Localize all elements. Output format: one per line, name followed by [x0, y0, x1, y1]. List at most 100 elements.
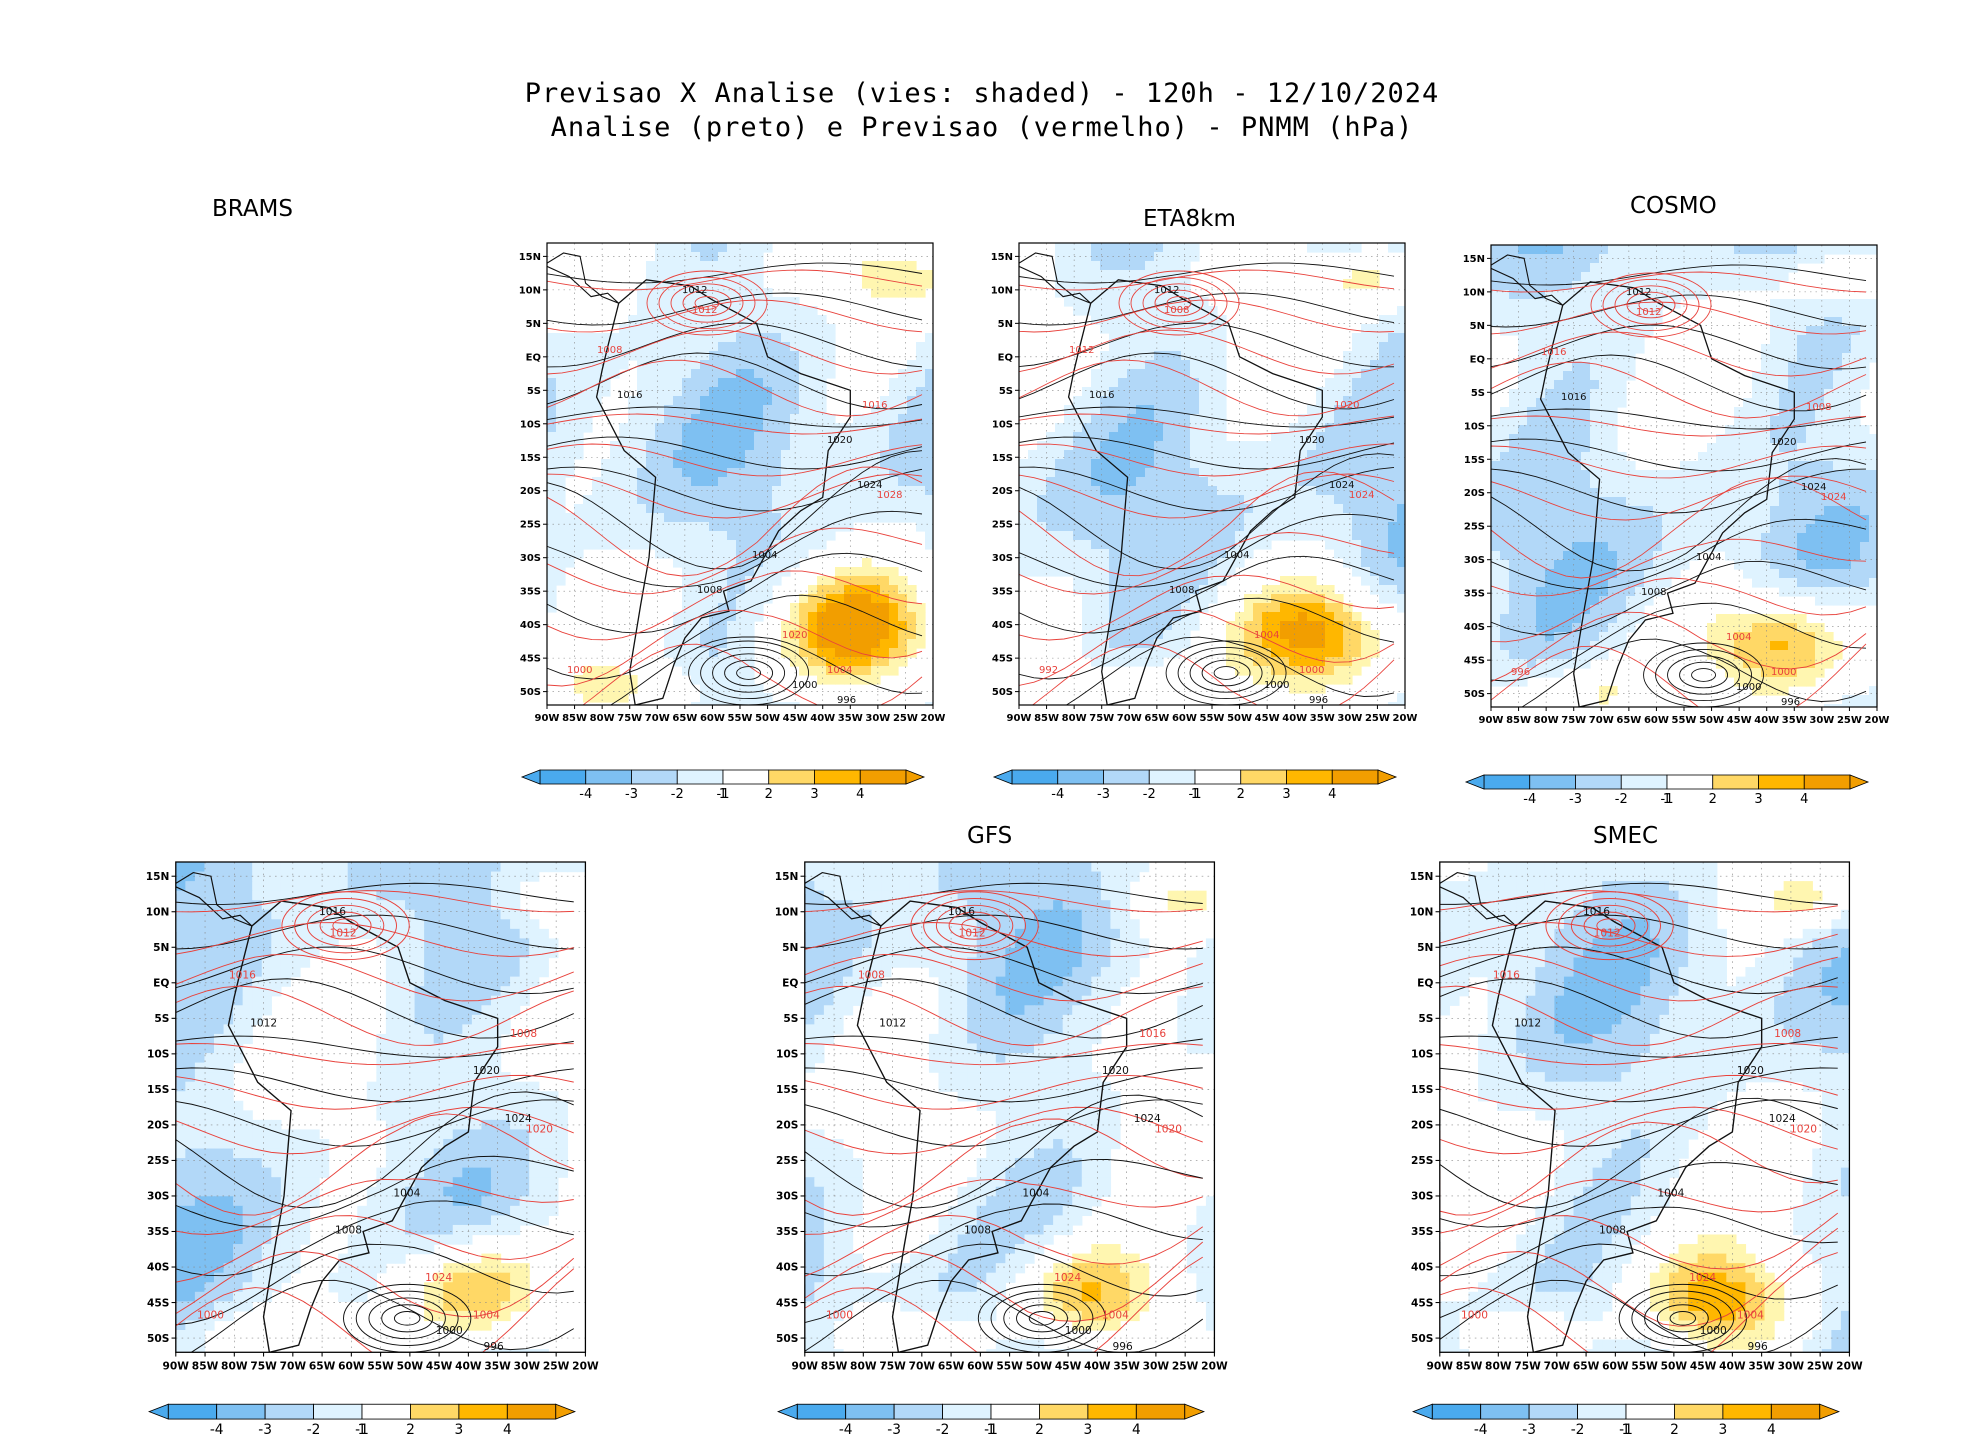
bias-cell [808, 369, 818, 379]
bias-cell [1860, 488, 1870, 498]
bias-cell [727, 333, 737, 343]
bias-cell [1181, 243, 1191, 253]
bias-cell [583, 522, 593, 532]
bias-cell [1055, 495, 1065, 505]
bias-cell [1019, 468, 1029, 478]
bias-cell [1842, 362, 1852, 372]
bias-cell [862, 477, 872, 487]
bias-cell [1217, 531, 1227, 541]
bias-cell [1842, 389, 1852, 399]
isobar-forecast [1019, 532, 1395, 595]
bias-cell [1662, 290, 1672, 300]
bias-cell [754, 477, 764, 487]
bias-cell [871, 585, 881, 595]
bias-cell [1118, 387, 1128, 397]
bias-cell [808, 513, 818, 523]
bias-cell [1590, 380, 1600, 390]
isobar-analysis [547, 510, 923, 588]
lat-label: 10S [992, 419, 1013, 430]
bias-cell [1379, 450, 1389, 460]
bias-cell [1100, 261, 1110, 271]
bias-cell [646, 351, 656, 361]
bias-cell [1037, 441, 1047, 451]
bias-cell [1509, 452, 1519, 462]
bias-cell [754, 261, 764, 271]
bias-cell [1752, 281, 1762, 291]
bias-cell [835, 477, 845, 487]
bias-cell [1689, 479, 1699, 489]
bias-cell [1626, 623, 1636, 633]
bias-cell [1653, 317, 1663, 327]
bias-cell [1226, 522, 1236, 532]
bias-cell [673, 342, 683, 352]
bias-cell [745, 576, 755, 586]
bias-cell [574, 450, 584, 460]
bias-cell [682, 360, 692, 370]
bias-cell [1869, 578, 1877, 588]
lat-label: 30S [520, 553, 541, 564]
bias-cell [907, 387, 917, 397]
bias-cell [1572, 263, 1582, 273]
bias-cell [1145, 387, 1155, 397]
bias-cell [691, 468, 701, 478]
bias-cell [1572, 326, 1582, 336]
bias-cell [817, 378, 827, 388]
bias-cell [925, 279, 933, 289]
bias-cell [691, 279, 701, 289]
bias-cell [1343, 459, 1353, 469]
bias-cell [1626, 317, 1636, 327]
bias-cell [1136, 567, 1146, 577]
bias-cell [1073, 549, 1083, 559]
bias-cell [844, 522, 854, 532]
bias-cell [1680, 497, 1690, 507]
bias-cell [880, 495, 890, 505]
bias-cell [1851, 542, 1861, 552]
bias-cell [1518, 578, 1528, 588]
bias-cell [1779, 389, 1789, 399]
bias-cell [1491, 569, 1501, 579]
bias-cell [745, 459, 755, 469]
bias-cell [1100, 468, 1110, 478]
bias-cell [709, 315, 719, 325]
bias-cell [1361, 279, 1371, 289]
bias-cell [871, 504, 881, 514]
bias-cell [1262, 531, 1272, 541]
bias-cell [880, 657, 890, 667]
bias-cell [1797, 524, 1807, 534]
bias-cell [817, 468, 827, 478]
bias-cell [1725, 245, 1735, 255]
bias-cell [1698, 254, 1708, 264]
bias-cell [835, 648, 845, 658]
bias-cell [1833, 479, 1843, 489]
bias-cell [1163, 585, 1173, 595]
bias-cell [1500, 497, 1510, 507]
bias-cell [736, 315, 746, 325]
bias-cell [1581, 650, 1591, 660]
bias-cell [682, 639, 692, 649]
bias-cell [1572, 596, 1582, 606]
bias-cell [610, 684, 620, 694]
bias-cell [1370, 477, 1380, 487]
bias-cell [1262, 639, 1272, 649]
bias-cell [1379, 405, 1389, 415]
bias-cell [175, 862, 186, 873]
bias-cell [1208, 378, 1218, 388]
bias-cell [700, 243, 710, 253]
bias-cell [655, 360, 665, 370]
bias-cell [1779, 461, 1789, 471]
lat-label: EQ [526, 352, 541, 363]
bias-cell [781, 621, 791, 631]
bias-cell [637, 513, 647, 523]
bias-cell [727, 585, 737, 595]
bias-cell [1226, 621, 1236, 631]
bias-cell [745, 549, 755, 559]
bias-cell [1617, 488, 1627, 498]
bias-cell [673, 486, 683, 496]
bias-cell [1833, 299, 1843, 309]
bias-cell [1500, 659, 1510, 669]
bias-cell [592, 522, 602, 532]
bias-cell [889, 378, 899, 388]
bias-cell [655, 504, 665, 514]
bias-cell [1824, 389, 1834, 399]
bias-cell [700, 306, 710, 316]
